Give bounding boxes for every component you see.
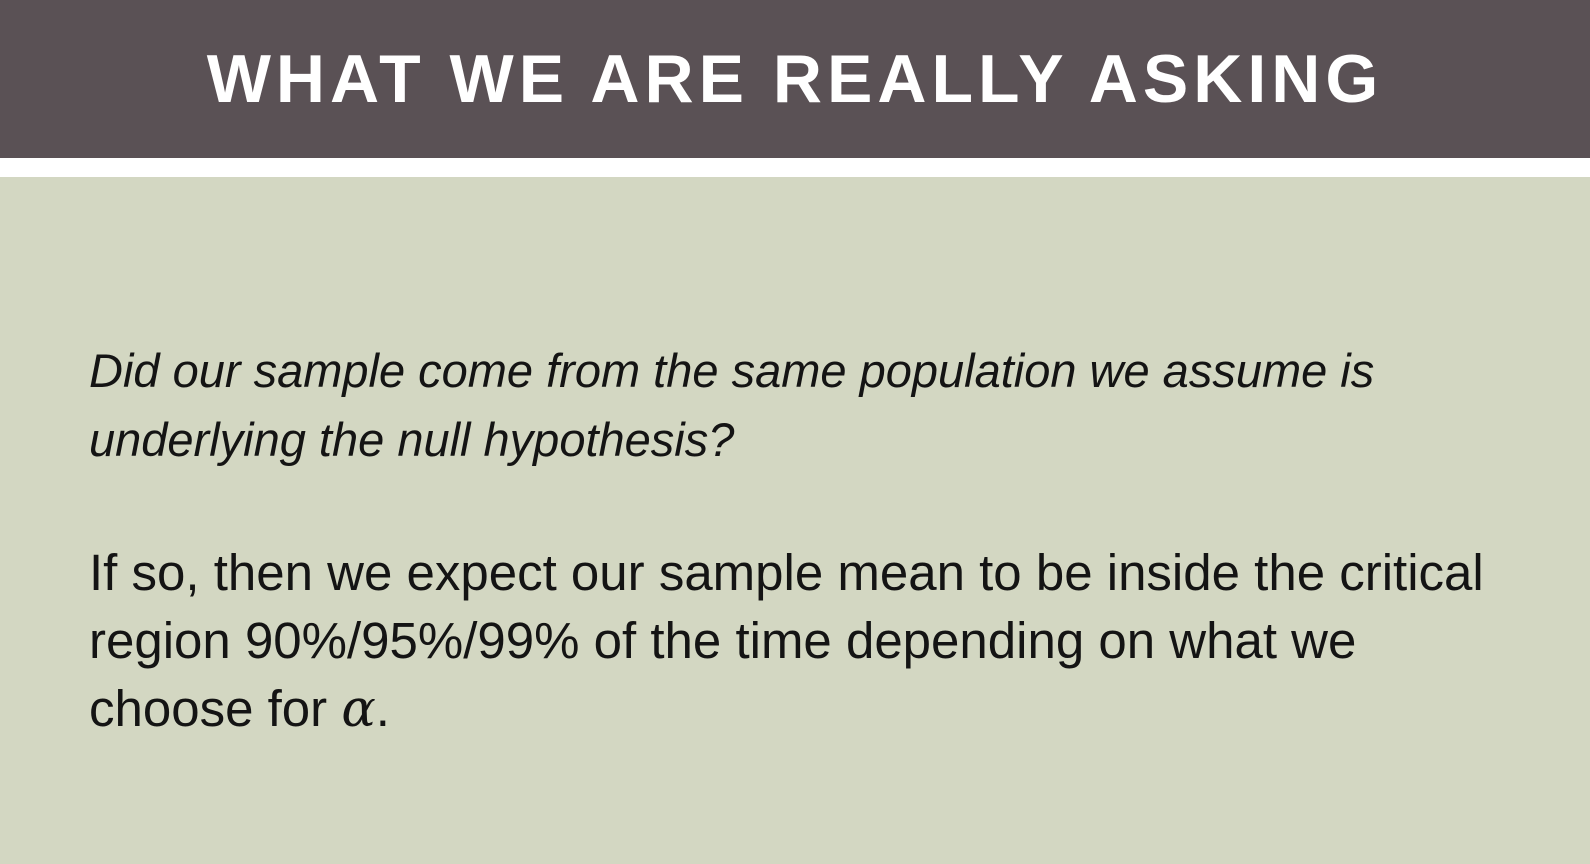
slide-body: Did our sample come from the same popula… — [89, 336, 1529, 744]
answer-paragraph: If so, then we expect our sample mean to… — [89, 539, 1529, 744]
answer-period: . — [375, 680, 390, 737]
title-divider — [0, 158, 1590, 177]
alpha-symbol: α — [341, 680, 376, 739]
answer-text: If so, then we expect our sample mean to… — [89, 544, 1484, 737]
question-text: Did our sample come from the same popula… — [89, 344, 1375, 466]
slide-title: WHAT WE ARE REALLY ASKING — [206, 41, 1384, 117]
title-bar: WHAT WE ARE REALLY ASKING — [0, 0, 1590, 158]
